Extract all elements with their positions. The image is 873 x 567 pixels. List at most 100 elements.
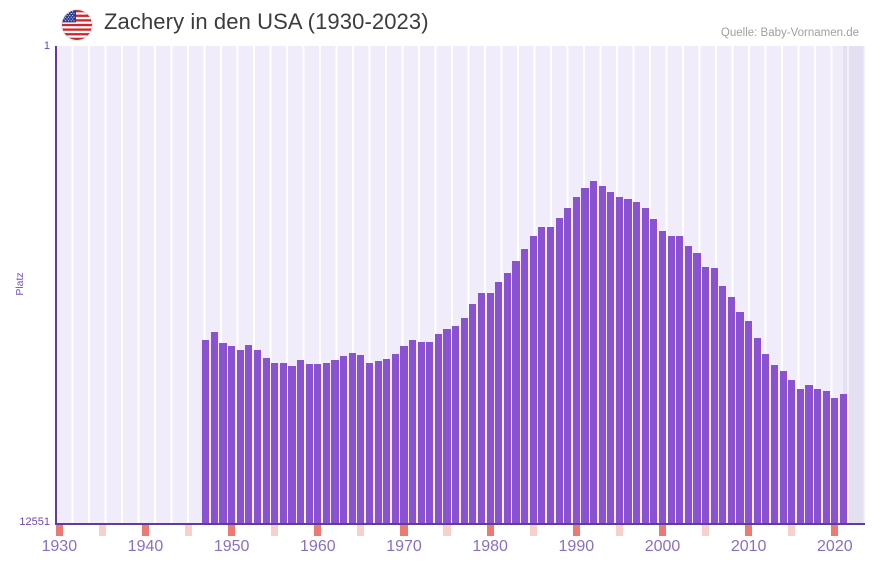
bar[interactable]	[365, 363, 374, 523]
x-tick-minor	[98, 525, 106, 536]
bar[interactable]	[814, 388, 822, 523]
bar[interactable]	[839, 393, 848, 523]
bar[interactable]	[357, 355, 365, 523]
bar[interactable]	[305, 364, 313, 523]
bar[interactable]	[279, 362, 287, 523]
bar[interactable]	[297, 360, 305, 523]
bar[interactable]	[512, 261, 520, 523]
x-tick-major	[141, 525, 150, 536]
x-tick-label: 1940	[127, 538, 164, 555]
bar[interactable]	[521, 248, 529, 523]
bar[interactable]	[658, 230, 667, 523]
y-axis-title: Platz	[14, 272, 26, 296]
bar[interactable]	[409, 339, 417, 523]
bar[interactable]	[762, 353, 770, 523]
bar[interactable]	[322, 362, 330, 523]
bar[interactable]	[624, 198, 632, 523]
bar[interactable]	[271, 363, 279, 523]
bar[interactable]	[460, 317, 468, 523]
bar[interactable]	[529, 235, 537, 523]
bar[interactable]	[770, 364, 779, 523]
bar[interactable]	[288, 365, 296, 523]
bar[interactable]	[788, 379, 796, 523]
bar[interactable]	[572, 196, 580, 523]
bar[interactable]	[426, 342, 434, 523]
bar[interactable]	[719, 285, 727, 523]
bar[interactable]	[805, 385, 813, 523]
x-tick-label: 1950	[213, 538, 250, 555]
bar[interactable]	[314, 364, 322, 523]
bar[interactable]	[667, 235, 675, 523]
bar[interactable]	[391, 353, 399, 523]
bar[interactable]	[779, 371, 787, 523]
x-axis-tick-labels: 1930 1940 1950 1960 1970 1980 1990 2000 2010 2020	[42, 538, 865, 566]
bar[interactable]	[650, 219, 658, 523]
bar[interactable]	[452, 326, 460, 523]
bar[interactable]	[202, 340, 210, 523]
bar[interactable]	[228, 345, 236, 523]
bar[interactable]	[374, 360, 382, 523]
plot-area	[55, 46, 865, 523]
x-tick-label: 1970	[386, 538, 422, 555]
bar[interactable]	[348, 352, 356, 523]
bar[interactable]	[219, 342, 227, 523]
bar[interactable]	[477, 293, 486, 523]
bar[interactable]	[253, 349, 262, 523]
bar[interactable]	[831, 398, 839, 523]
bar[interactable]	[340, 355, 348, 523]
bar[interactable]	[503, 273, 511, 523]
bar[interactable]	[702, 267, 710, 523]
x-tick-major	[55, 525, 63, 536]
source-attribution: Quelle: Baby-Vornamen.de	[720, 27, 859, 39]
bar[interactable]	[236, 350, 244, 523]
x-tick-label: 2000	[644, 538, 681, 555]
bar[interactable]	[727, 297, 735, 523]
bar[interactable]	[262, 358, 270, 523]
bar[interactable]	[443, 329, 451, 523]
bar[interactable]	[469, 303, 477, 523]
bar[interactable]	[607, 191, 615, 523]
bar[interactable]	[641, 207, 649, 523]
x-tick-major	[572, 525, 580, 536]
bar[interactable]	[633, 202, 641, 523]
x-axis-line	[55, 523, 865, 525]
x-tick-major	[745, 525, 753, 536]
x-tick-major	[831, 525, 839, 536]
bar[interactable]	[745, 320, 753, 523]
y-axis-top-tick-label: 1	[43, 40, 50, 52]
bar[interactable]	[710, 268, 718, 523]
x-tick-major	[314, 525, 322, 536]
bar[interactable]	[753, 338, 761, 523]
x-tick-label: 2020	[817, 538, 853, 555]
bar[interactable]	[822, 391, 830, 523]
bar[interactable]	[434, 334, 443, 523]
bar[interactable]	[555, 217, 563, 523]
x-tick-minor	[443, 525, 451, 536]
bar[interactable]	[538, 227, 546, 523]
bar[interactable]	[417, 342, 425, 523]
bar[interactable]	[615, 196, 623, 523]
bar[interactable]	[331, 360, 339, 523]
bar[interactable]	[495, 281, 503, 523]
bar[interactable]	[736, 311, 744, 523]
bar[interactable]	[564, 208, 572, 523]
bar[interactable]	[796, 388, 804, 523]
bar[interactable]	[546, 226, 555, 523]
bar[interactable]	[245, 344, 253, 523]
bar[interactable]	[684, 245, 692, 523]
x-tick-minor	[788, 525, 796, 536]
x-tick-major	[658, 525, 667, 536]
bar[interactable]	[486, 293, 494, 523]
x-tick-label: 1980	[472, 538, 508, 555]
bar[interactable]	[383, 359, 391, 523]
bar[interactable]	[589, 180, 598, 523]
bar[interactable]	[581, 187, 589, 523]
x-tick-major	[228, 525, 236, 536]
bar[interactable]	[693, 252, 701, 523]
bar[interactable]	[676, 235, 684, 523]
bar[interactable]	[400, 345, 408, 523]
bar[interactable]	[598, 186, 606, 523]
bar-series-zachery	[55, 46, 865, 523]
bar[interactable]	[210, 331, 218, 523]
